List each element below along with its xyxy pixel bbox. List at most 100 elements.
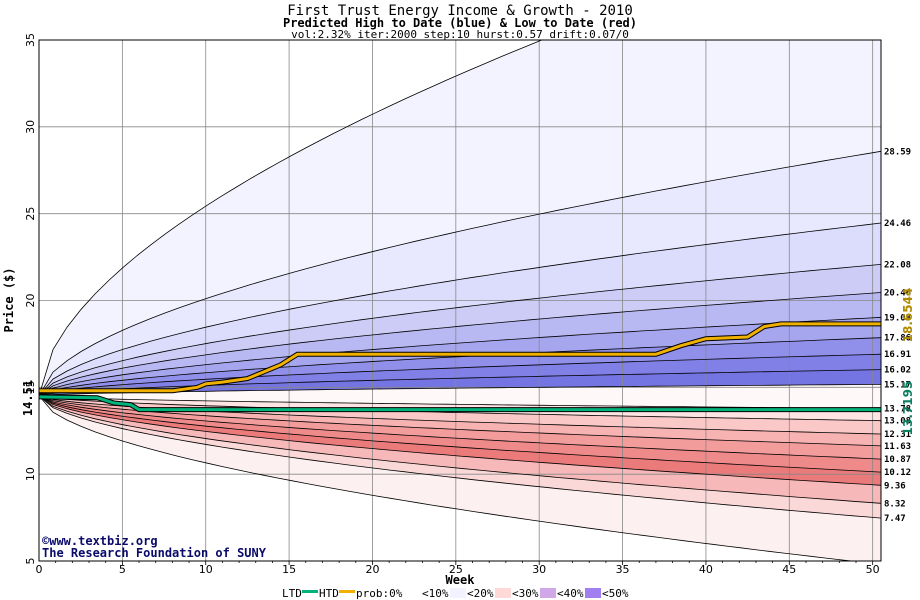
band-end-label: 11.63 [884,442,911,452]
band-end-label: 19.03 [884,313,911,323]
high-band-fill-0 [39,40,881,396]
low-band-fill-7 [39,395,881,519]
band-line-19 [39,395,855,561]
high-band-fill-8 [39,369,881,396]
high-band-fill-3 [39,264,881,396]
legend-ltd-label: LTD [282,587,302,600]
y-tick-label: 15 [24,380,37,394]
legend-ltd-swatch [302,590,318,593]
y-tick-label: 10 [24,467,37,481]
band-end-label: 16.02 [884,366,911,376]
y-axis-ticks: 5 10 15 20 25 30 35 [24,33,37,565]
chart-title: First Trust Energy Income & Growth - 201… [287,3,633,19]
gridlines [39,40,881,561]
x-axis-ticks: 0 5 10 15 20 25 30 35 40 45 50 [36,561,880,576]
low-band-fill-1 [39,395,881,434]
chart-subtitle: Predicted High to Date (blue) & Low to D… [283,16,637,30]
high-band-fill-4 [39,292,881,396]
x-tick-label: 40 [699,563,713,576]
band-line-2 [39,222,881,397]
low-band-fill-6 [39,395,881,504]
x-tick-label: 30 [532,563,546,576]
band-line-15 [39,395,881,473]
credit-organization: The Research Foundation of SUNY [42,546,267,560]
band-end-label: 22.08 [884,260,911,270]
high-band-fill-7 [39,354,881,396]
y-tick-label: 30 [24,120,37,134]
band-end-label: 10.87 [884,455,911,465]
center-band-fill [39,384,881,409]
htd-end-value: 18.6544 [901,288,915,343]
y-tick-label: 25 [24,207,37,221]
band-end-label: 16.91 [884,350,911,360]
probability-bands [39,40,881,561]
high-band-fill-1 [39,151,881,396]
legend: LTD HTD prob:0% <10% <20% <30% <40% <50% [282,587,629,600]
band-end-label: 12.31 [884,430,911,440]
band-line-1 [39,150,881,397]
legend-swatch-0 [405,588,421,598]
x-axis-label: Week [446,573,476,587]
band-line-3 [39,264,881,397]
band-line-16 [39,395,881,486]
low-band-fill-5 [39,395,881,486]
band-line-5 [39,316,881,397]
y-tick-label: 20 [24,294,37,308]
high-band-fill-6 [39,337,881,396]
band-end-label: 15.17 [884,380,911,390]
band-line-0 [39,40,543,396]
x-tick-label: 20 [365,563,379,576]
band-end-label: 9.36 [884,481,906,491]
plot-border [38,39,882,562]
band-end-labels: 28.59 24.46 22.08 20.46 19.03 17.86 16.91 16.02… [884,147,911,524]
band-end-label: 8.32 [884,499,906,509]
band-line-8 [39,369,881,397]
high-band-fill-2 [39,223,881,396]
plot-area [38,39,882,562]
band-line-17 [39,395,881,504]
credit-website: ©www.textbiz.org [42,534,158,548]
band-line-13 [39,395,881,447]
legend-swatch-40 [585,588,601,598]
ltd-series-line [38,395,881,412]
chart-parameters: vol:2.32% iter:2000 step:10 hurst:0.57 d… [291,28,629,41]
legend-swatch-10 [450,588,466,598]
x-tick-label: 50 [866,563,880,576]
low-band-fill-3 [39,395,881,460]
x-tick-label: 0 [36,563,43,576]
credit: ©www.textbiz.org The Research Foundation… [42,534,267,560]
low-band-fill-2 [39,395,881,446]
legend-htd-label: HTD [319,587,339,600]
legend-swatch-20 [495,588,511,598]
band-end-label: 24.46 [884,219,911,229]
band-end-label: 13.08 [884,417,911,427]
y-tick-label: 35 [24,33,37,47]
band-end-label: 20.46 [884,289,911,299]
start-price-label: 14.51 [21,380,35,416]
x-tick-label: 35 [616,563,630,576]
htd-series-line [39,322,881,393]
band-line-11 [39,395,881,422]
legend-prob-label: prob:0% [356,587,403,600]
legend-10-label: <10% [422,587,449,600]
legend-20-label: <20% [467,587,494,600]
band-line-18 [39,395,881,519]
band-end-label: 28.59 [884,147,911,157]
legend-htd-swatch [339,590,355,593]
low-band-fill-4 [39,395,881,473]
band-end-label: 7.47 [884,514,906,524]
band-end-label: 10.12 [884,468,911,478]
ltd-end-value: 13.7195 [901,381,915,436]
legend-50-label: <50% [602,587,629,600]
y-tick-label: 5 [24,558,37,565]
band-line-14 [39,395,881,460]
legend-40-label: <40% [557,587,584,600]
x-tick-label: 45 [782,563,796,576]
x-tick-label: 25 [449,563,463,576]
band-end-label: 13.78 [884,405,911,415]
band-line-7 [39,353,881,397]
band-end-label: 17.86 [884,334,911,344]
x-tick-label: 5 [119,563,126,576]
x-tick-label: 15 [282,563,296,576]
